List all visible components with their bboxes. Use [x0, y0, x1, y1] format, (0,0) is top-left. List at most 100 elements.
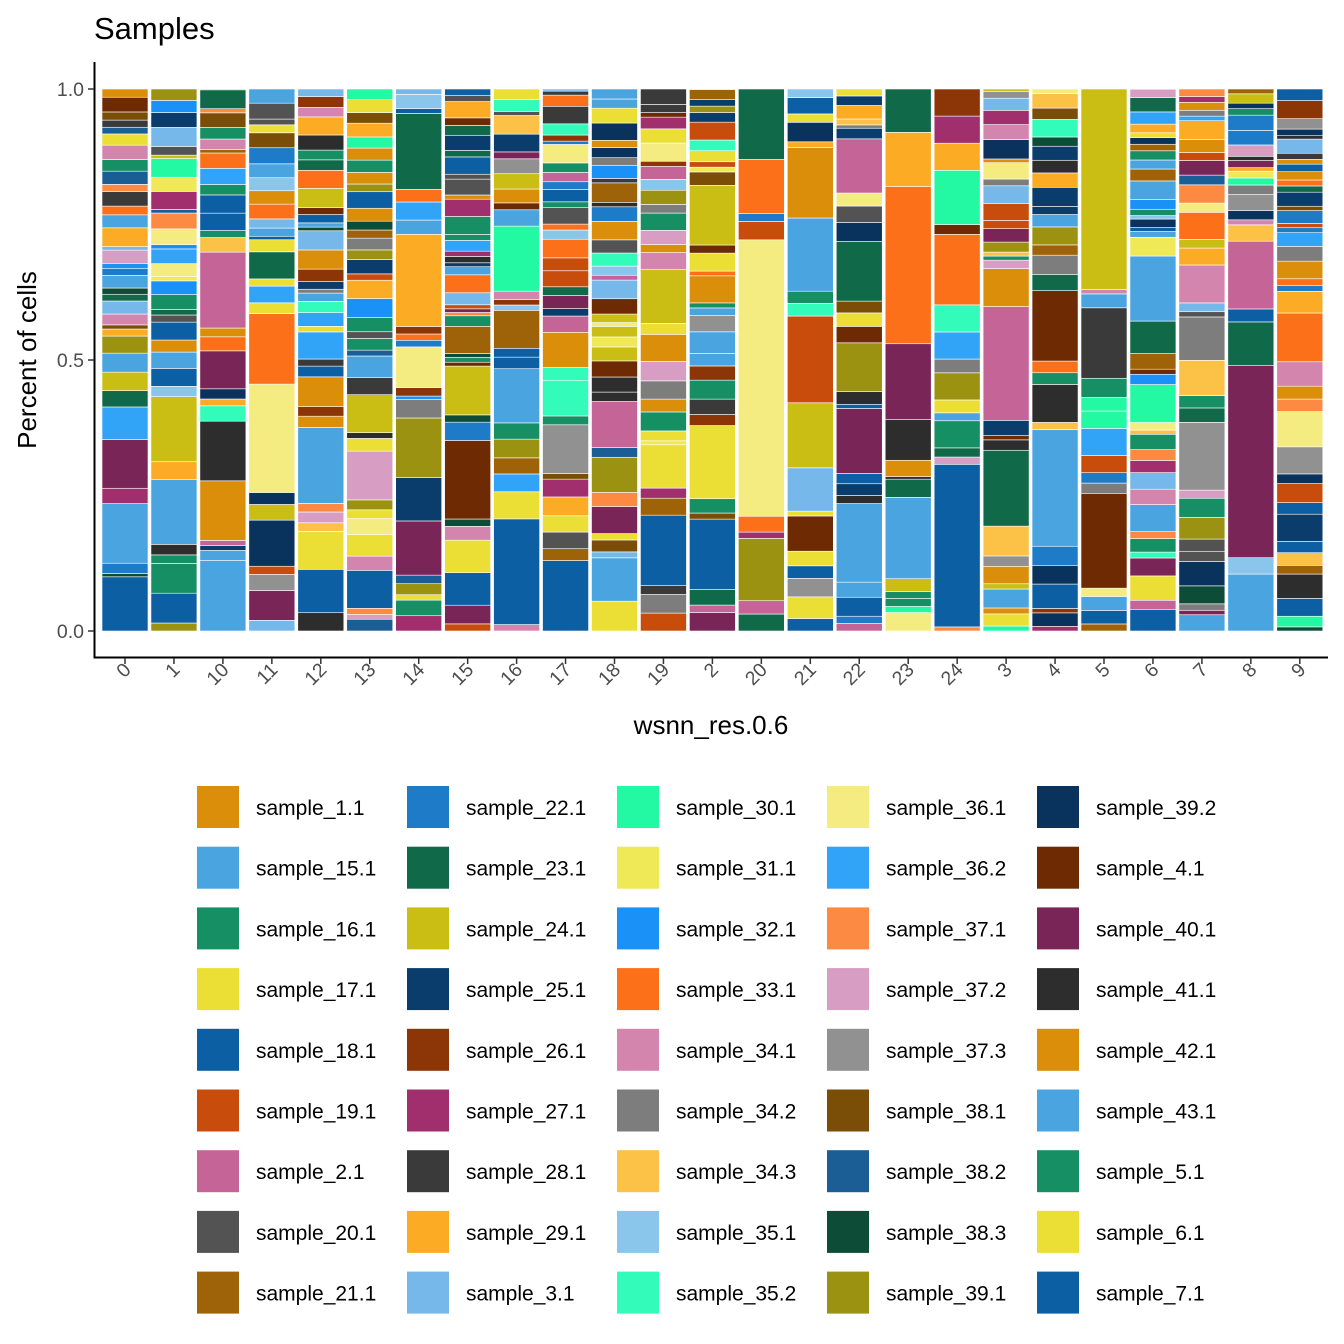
legend-label: sample_36.2 [886, 858, 1006, 881]
legend-swatch [827, 1210, 869, 1253]
x-tick-label: 5 [1091, 659, 1114, 682]
legend-label: sample_3.1 [466, 1283, 575, 1306]
bar-segment-22-sample_40.1 [835, 408, 883, 474]
bar-segment-23-sample_15.1 [884, 497, 932, 580]
bar-segment-18-sample_6.1 [591, 600, 638, 632]
bar-segment-17-sample_17.1 [542, 515, 589, 533]
bar-segment-2-sample_25.1 [689, 99, 736, 107]
bar-segment-9-sample_39.2 [1276, 473, 1324, 484]
bar-segment-22-sample_23.1 [835, 241, 883, 302]
bar-segment-16-sample_18.1 [493, 518, 540, 625]
bar-segment-6-sample_43.1 [1129, 255, 1177, 322]
bar-segment-13-sample_19.1 [346, 273, 394, 281]
bar-segment-5-sample_16.1 [1080, 377, 1128, 398]
bar-segment-6-sample_37.2 [1129, 88, 1177, 98]
bar-segment-16-sample_24.1 [493, 173, 540, 190]
y-tick-label: 1.0 [57, 79, 84, 101]
bar-segment-7-sample_38.3 [1178, 585, 1226, 605]
bar-segment-19-sample_36.1 [640, 142, 687, 162]
bar-segment-22-sample_25.1 [835, 127, 883, 140]
bar-segment-19-sample_17.1 [640, 128, 687, 144]
bar-segment-11-sample_6.1 [248, 239, 296, 253]
x-tick-label: 3 [993, 659, 1016, 682]
bar-segment-21-sample_19.1 [786, 315, 834, 404]
legend-label: sample_29.1 [466, 1222, 586, 1245]
bar-segment-1-sample_31.1 [150, 276, 198, 282]
bar-segment-18-sample_38.2 [591, 447, 638, 458]
bar-segment-1-sample_3.1 [150, 127, 198, 147]
bar-segment-7-sample_42.1 [1178, 101, 1226, 111]
bar-segment-2-sample_2.1 [689, 604, 736, 613]
bar-segment-16-sample_35.2 [493, 99, 540, 112]
bar-segment-0-sample_28.1 [101, 191, 149, 207]
bar-segment-6-sample_17.1 [1129, 575, 1177, 601]
bar-segment-12-sample_25.1 [297, 281, 345, 290]
bar-segment-16-sample_25.1 [493, 133, 540, 153]
bar-segment-12-sample_28.1 [297, 358, 345, 367]
bar-segment-15-sample_36.2 [444, 240, 491, 252]
x-tick-label: 13 [349, 659, 380, 690]
bar-segment-4-sample_36.1 [1031, 88, 1079, 94]
bar-segment-9-sample_22.1 [1276, 227, 1324, 234]
bar-segment-15-sample_7.1 [444, 156, 491, 175]
bar-segment-15-sample_22.1 [444, 421, 491, 441]
legend-swatch [407, 786, 449, 828]
bar-segment-22-sample_34.2 [835, 124, 883, 129]
bar-segment-19-sample_39.1 [640, 189, 687, 205]
x-tick-label: 10 [203, 659, 234, 690]
bar-segment-0-sample_38.3 [101, 573, 149, 578]
bar-segment-12-sample_42.1 [297, 249, 345, 270]
bar-segment-15-sample_1.1 [444, 194, 491, 200]
bar-segment-13-sample_17.1 [346, 438, 394, 452]
bar-segment-19-sample_17.1 [640, 430, 687, 442]
bar-segment-9-sample_37.1 [1276, 398, 1324, 412]
bar-segment-7-sample_27.1 [1178, 96, 1226, 103]
bar-segment-16-sample_34.1 [493, 624, 540, 632]
bar-segment-13-sample_30.1 [346, 136, 394, 149]
bar-segment-9-sample_33.1 [1276, 278, 1324, 287]
bar-segment-18-sample_41.1 [591, 202, 638, 208]
bar-segment-8-sample_41.1 [1227, 156, 1275, 161]
bar-segment-9-sample_41.1 [1276, 135, 1324, 140]
bar-segment-11-sample_33.1 [248, 203, 296, 220]
bar-segment-22-sample_6.1 [835, 312, 883, 327]
bar-segment-2-sample_37.3 [689, 315, 736, 333]
legend-label: sample_18.1 [256, 1040, 376, 1063]
bar-segment-11-sample_37.3 [248, 574, 296, 591]
bar-segment-20-sample_39.1 [738, 538, 785, 602]
bar-segment-3-sample_42.1 [982, 566, 1030, 585]
bar-segment-9-sample_37.3 [1276, 118, 1324, 130]
bar-segment-22-sample_7.1 [835, 473, 883, 485]
bar-segment-6-sample_31.1 [1129, 236, 1177, 257]
bar-segment-16-sample_20.1 [493, 111, 540, 116]
bar-segment-17-sample_18.1 [542, 189, 589, 203]
bar-segment-9-sample_3.1 [1276, 138, 1324, 154]
bar-segment-3-sample_41.1 [982, 439, 1030, 451]
bar-segment-1-sample_16.1 [150, 563, 198, 594]
bar-segment-22-sample_20.1 [835, 205, 883, 223]
bar-segment-6-sample_6.1 [1129, 132, 1177, 138]
bar-segment-9-sample_22.1 [1276, 285, 1324, 292]
legend-swatch [1037, 846, 1079, 889]
bar-segment-4-sample_34.3 [1031, 93, 1079, 109]
bar-segment-7-sample_34.2 [1178, 316, 1226, 361]
bar-segment-22-sample_41.1 [835, 391, 883, 405]
bar-segment-4-sample_15.1 [1031, 429, 1079, 547]
bar-segment-10-sample_39.2 [199, 388, 247, 400]
legend-label: sample_30.1 [676, 797, 796, 820]
bar-segment-14-sample_39.1 [395, 583, 443, 596]
bar-segment-19-sample_31.1 [640, 440, 687, 446]
bar-segment-10-sample_34.3 [199, 237, 247, 253]
bar-segment-19-sample_21.1 [640, 497, 687, 516]
bar-segment-7-sample_34.2 [1178, 109, 1226, 117]
bar-segment-0-sample_37.2 [101, 249, 149, 264]
x-tick-label: 9 [1287, 659, 1310, 682]
bar-segment-16-sample_17.1 [493, 491, 540, 520]
bar-segment-4-sample_33.1 [1031, 360, 1079, 374]
legend-swatch [197, 1089, 239, 1132]
bar-segment-5-sample_43.1 [1080, 293, 1128, 309]
bar-segment-2-sample_6.1 [689, 150, 736, 163]
legend-label: sample_6.1 [1096, 1222, 1205, 1245]
bar-segment-17-sample_3.1 [542, 88, 589, 92]
bar-segment-17-sample_22.1 [542, 140, 589, 145]
